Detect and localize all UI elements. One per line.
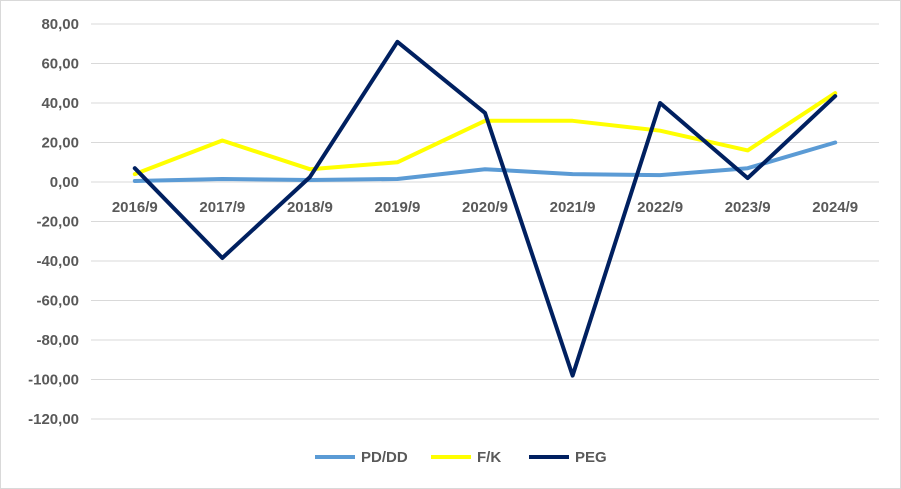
y-tick-label: -100,00 [28, 372, 79, 389]
x-tick-label: 2022/9 [637, 199, 683, 216]
gridlines [91, 23, 879, 420]
y-tick-label: 0,00 [50, 174, 79, 191]
legend: PD/DD F/K PEG [315, 449, 607, 466]
y-tick-label: -20,00 [36, 214, 79, 231]
y-tick-label: -120,00 [28, 411, 79, 428]
x-axis-tick-labels: 2016/9 2017/9 2018/9 2019/9 2020/9 2021/9 2022… [112, 199, 858, 216]
x-tick-label: 2016/9 [112, 199, 158, 216]
y-tick-label: 40,00 [41, 95, 79, 112]
x-tick-label: 2018/9 [287, 199, 333, 216]
series-line-peg [132, 39, 838, 378]
x-tick-label: 2024/9 [812, 199, 858, 216]
y-tick-label: -40,00 [36, 253, 79, 270]
y-tick-label: 80,00 [41, 16, 79, 33]
legend-label: PEG [575, 449, 607, 466]
y-axis-tick-labels: 80,00 60,00 40,00 20,00 0,00 -20,00 -40,00 -60,… [28, 16, 79, 428]
y-tick-label: 60,00 [41, 56, 79, 73]
y-tick-label: 20,00 [41, 135, 79, 152]
x-tick-label: 2020/9 [462, 199, 508, 216]
series-lines [132, 39, 838, 378]
x-tick-label: 2019/9 [374, 199, 420, 216]
y-tick-label: -80,00 [36, 332, 79, 349]
legend-label: PD/DD [361, 449, 408, 466]
x-tick-label: 2023/9 [725, 199, 771, 216]
y-tick-label: -60,00 [36, 293, 79, 310]
x-tick-label: 2021/9 [550, 199, 596, 216]
series-line-pd-dd [132, 140, 838, 183]
x-tick-label: 2017/9 [199, 199, 245, 216]
series-line-f-k [132, 91, 838, 177]
legend-label: F/K [477, 449, 501, 466]
